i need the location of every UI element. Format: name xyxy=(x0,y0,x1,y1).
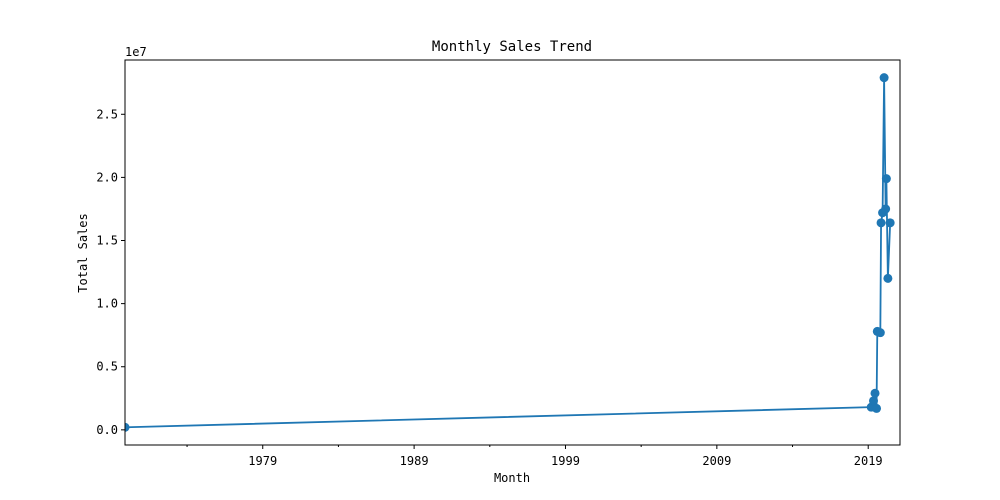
y-axis-offset-label: 1e7 xyxy=(125,45,147,59)
x-tick-label: 2009 xyxy=(702,454,731,468)
y-tick-label: 0.5 xyxy=(96,360,118,374)
data-point xyxy=(125,422,130,432)
data-point xyxy=(869,396,879,406)
data-point xyxy=(883,273,893,283)
y-tick-label: 0.0 xyxy=(96,423,118,437)
x-tick-label: 1979 xyxy=(248,454,277,468)
x-tick-label: 2019 xyxy=(854,454,883,468)
data-point xyxy=(879,73,889,83)
x-tick-label: 1989 xyxy=(400,454,429,468)
y-tick-label: 2.5 xyxy=(96,107,118,121)
data-point xyxy=(870,388,880,398)
x-tick-label: 1999 xyxy=(551,454,580,468)
data-point xyxy=(885,218,895,228)
y-axis-label: Total Sales xyxy=(76,213,90,292)
x-axis-label: Month xyxy=(494,471,530,485)
axis-ticks: 1979 1989 1999 2009 2019 0.0 0.5 1.0 1.5 2.0 2.5 xyxy=(96,107,882,468)
data-point xyxy=(881,174,891,184)
plot-frame xyxy=(124,59,901,446)
y-tick-label: 1.5 xyxy=(96,234,118,248)
data-point xyxy=(876,218,886,228)
y-tick-label: 2.0 xyxy=(96,170,118,184)
y-tick-label: 1.0 xyxy=(96,297,118,311)
data-point xyxy=(872,403,882,413)
series-line xyxy=(125,76,892,429)
data-point xyxy=(881,204,891,214)
series-line-group xyxy=(125,73,895,432)
chart-title: Monthly Sales Trend xyxy=(432,39,592,55)
data-point xyxy=(875,328,885,338)
